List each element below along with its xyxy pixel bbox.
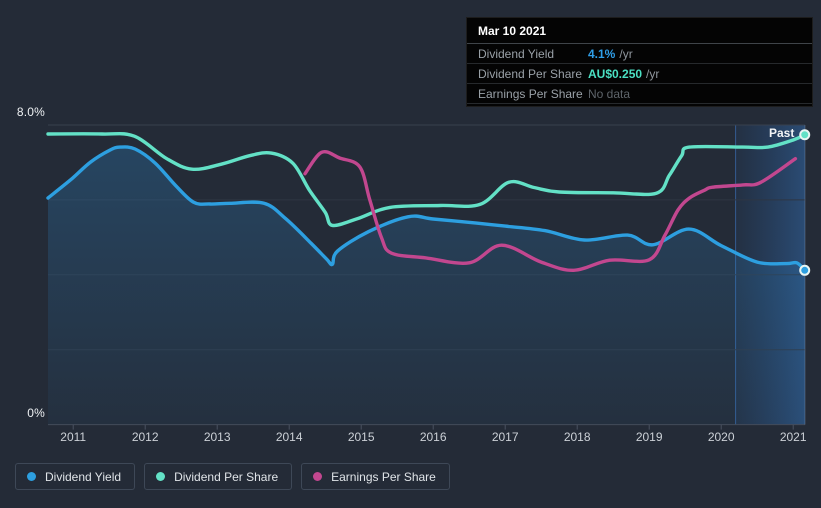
x-axis-label-2020: 2020 [707,430,735,444]
legend-label: Dividend Yield [45,469,122,484]
x-axis-label-2013: 2013 [203,430,231,444]
legend-label: Dividend Per Share [174,469,279,484]
tooltip-value: AU$0.250 [588,66,643,81]
x-axis-label-2016: 2016 [419,430,447,444]
x-axis-label-2014: 2014 [275,430,303,444]
dividend-yield-area [48,146,805,425]
x-axis-label-2018: 2018 [563,430,591,444]
dividend-yield-end-dot[interactable] [799,264,811,276]
chart-legend: Dividend Yield Dividend Per Share Earnin… [15,463,450,490]
chart-tooltip: Mar 10 2021 Dividend Yield 4.1% /yr Divi… [466,17,813,107]
x-axis-label-2011: 2011 [60,430,87,444]
x-axis-label-2015: 2015 [347,430,375,444]
tooltip-row-dividend-per-share: Dividend Per Share AU$0.250 /yr [467,64,812,84]
tooltip-value: No data [588,86,631,101]
dividend-per-share-line[interactable] [46,132,807,228]
earnings-per-share-dot-icon [313,472,323,481]
past-period-label: Past [769,126,795,140]
x-axis-label-2019: 2019 [635,430,663,444]
x-axis-label-2017: 2017 [491,430,519,444]
tooltip-date: Mar 10 2021 [467,18,812,44]
y-axis-label-top: 8.0% [16,105,45,119]
tooltip-label: Earnings Per Share [478,86,583,101]
tooltip-row-earnings-per-share: Earnings Per Share No data [467,84,812,104]
legend-item-dividend-per-share[interactable]: Dividend Per Share [144,463,293,490]
chart-plot-area[interactable] [0,0,821,460]
tooltip-label: Dividend Yield [478,46,555,61]
dividend-per-share-dot-icon [156,472,166,481]
legend-item-earnings-per-share[interactable]: Earnings Per Share [301,463,450,490]
legend-item-dividend-yield[interactable]: Dividend Yield [15,463,136,490]
y-axis-label-bottom: 0% [27,406,45,420]
earnings-per-share-line[interactable] [303,149,798,273]
tooltip-unit: /yr [646,66,660,81]
x-axis-label-2021: 2021 [779,430,807,444]
dividend-yield-dot-icon [27,472,36,481]
tooltip-row-dividend-yield: Dividend Yield 4.1% /yr [467,44,812,64]
tooltip-unit: /yr [619,46,633,61]
tooltip-label: Dividend Per Share [478,66,583,81]
x-axis-label-2012: 2012 [131,430,159,444]
tooltip-value: 4.1% [588,46,616,61]
dividend-yield-line[interactable] [46,145,807,272]
legend-label: Earnings Per Share [331,469,436,484]
dividend-per-share-end-dot[interactable] [799,129,811,141]
